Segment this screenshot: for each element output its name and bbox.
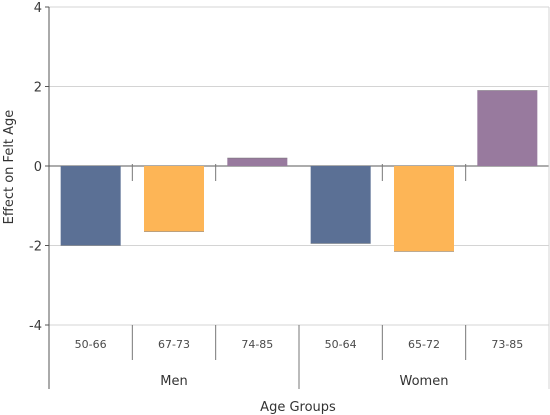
bar-women-65-72	[394, 166, 454, 252]
bar-men-50-66	[60, 166, 121, 246]
x-category-label: 73-85	[491, 338, 523, 351]
x-category-label: 65-72	[408, 338, 440, 351]
x-category-label: 74-85	[241, 338, 273, 351]
bar-women-50-64	[310, 166, 371, 244]
labels: 4 2 0 -2 -4 50-66 67-73 74-85 50-64 65-72 73-85 Men…	[29, 1, 523, 389]
y-tick-label: 0	[34, 160, 42, 175]
x-category-label: 50-66	[75, 338, 107, 351]
x-axis-title: Age Groups	[260, 400, 336, 415]
group-label-women: Women	[400, 374, 449, 389]
y-tick-label: -4	[29, 319, 42, 334]
y-tick-label: 2	[34, 81, 42, 96]
y-tick-label: 4	[34, 1, 42, 16]
bar-men-67-73	[144, 166, 204, 232]
gridlines	[49, 6, 549, 326]
group-label-men: Men	[160, 374, 187, 389]
x-category-label: 50-64	[325, 338, 357, 351]
y-axis-title: Effect on Felt Age	[2, 110, 17, 225]
bar-men-74-85	[227, 158, 288, 166]
bars	[60, 90, 538, 252]
x-category-label: 67-73	[158, 338, 190, 351]
bar-women-73-85	[477, 90, 538, 166]
y-tick-label: -2	[29, 240, 42, 255]
axes	[45, 6, 550, 389]
